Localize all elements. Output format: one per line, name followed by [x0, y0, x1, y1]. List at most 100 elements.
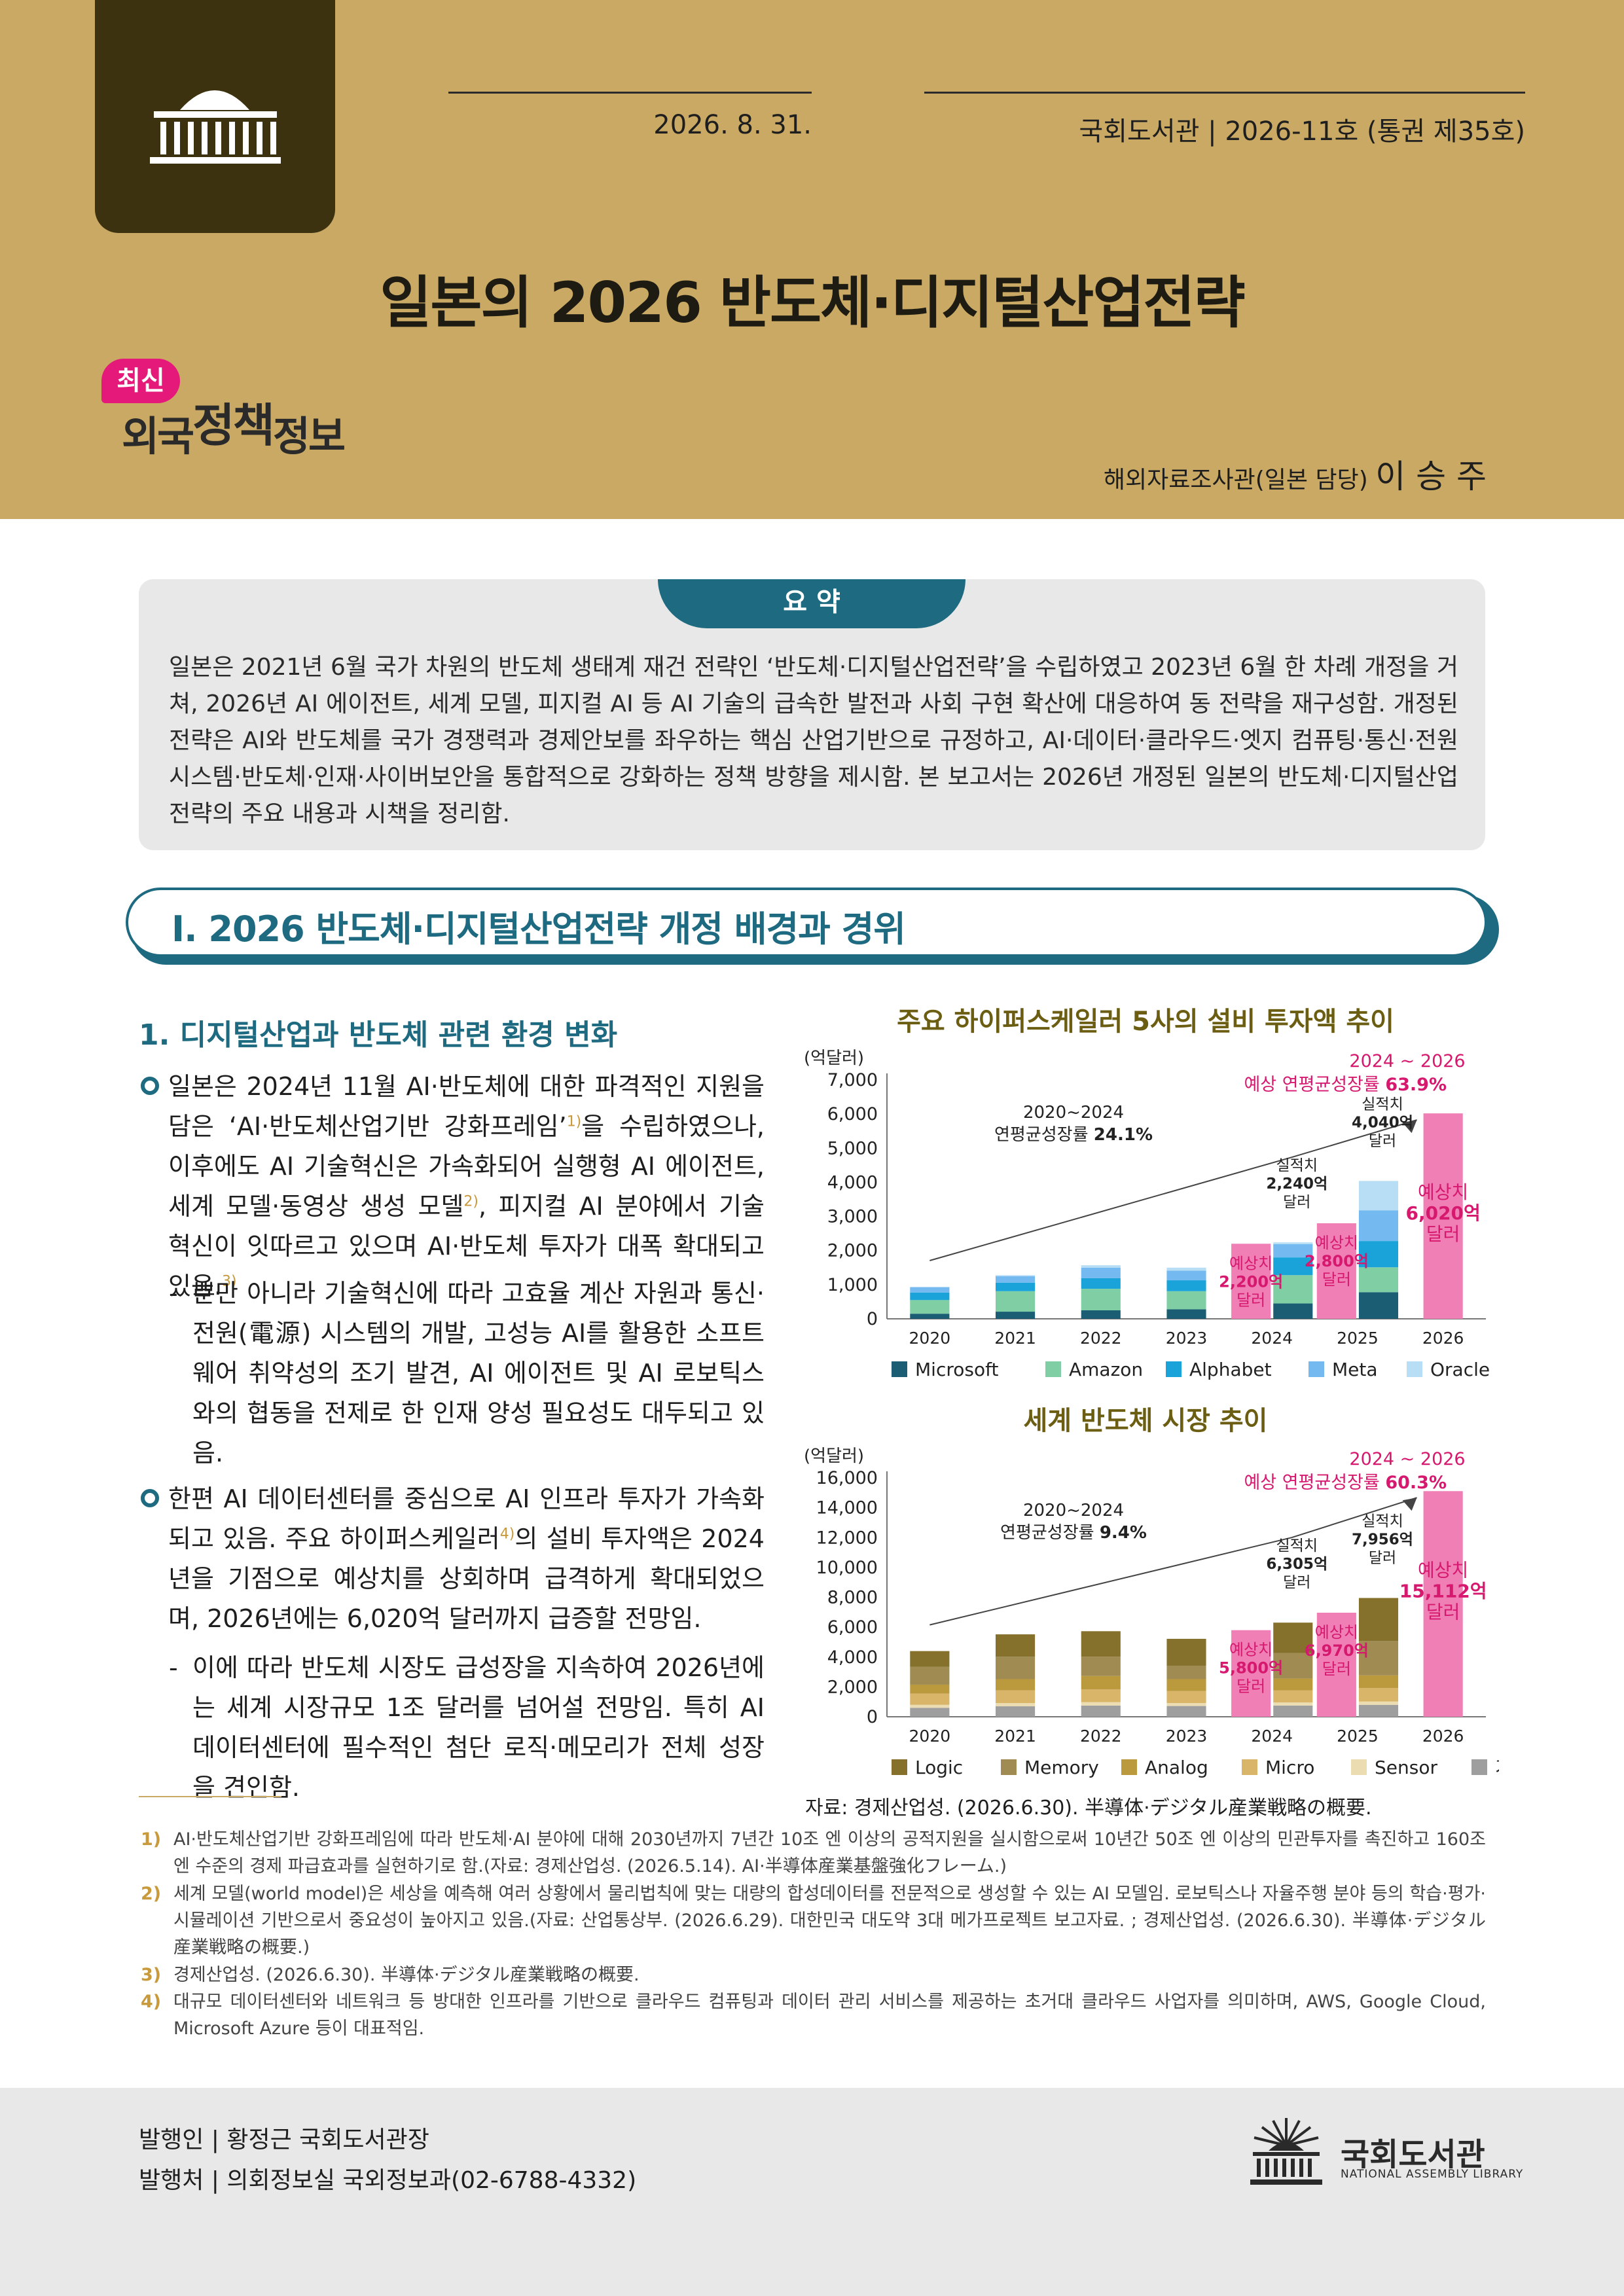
bar-segment	[1273, 1653, 1313, 1679]
x-tick-label: 2020	[909, 1727, 951, 1746]
bar-segment	[1166, 1679, 1206, 1691]
forecast-2024-value: 5,800억	[1219, 1659, 1283, 1677]
header-rule-right	[924, 92, 1525, 94]
footnote-ref-1: 1)	[566, 1113, 582, 1130]
footnote-ref-2: 2)	[463, 1193, 479, 1210]
bar-segment	[1081, 1267, 1121, 1278]
office-line: 발행처 | 의회정보실 국외정보과(02-6788-4332)	[139, 2167, 637, 2194]
dash-mark: -	[169, 1653, 178, 1682]
bar-segment	[910, 1693, 950, 1705]
x-tick-label: 2023	[1166, 1727, 1208, 1746]
legend-swatch	[1001, 1759, 1017, 1775]
bar-segment	[996, 1657, 1036, 1679]
actual-2024-unit: 달러	[1283, 1194, 1310, 1211]
x-tick-label: 2022	[1080, 1329, 1122, 1348]
trend-line-2024-2026	[1291, 1119, 1417, 1158]
forecast-2026-unit: 달러	[1426, 1601, 1460, 1623]
x-tick-label: 2022	[1080, 1727, 1122, 1746]
trend-line-2024-2026	[1291, 1497, 1417, 1539]
legend-swatch	[1045, 1361, 1061, 1377]
actual-2025-label: 실적치	[1362, 1513, 1403, 1530]
issue-number: 국회도서관 | 2026-11호 (통권 제35호)	[1079, 117, 1525, 147]
library-name: 국회도서관	[1341, 2136, 1485, 2173]
forecast-2025-value: 2,800억	[1305, 1252, 1369, 1270]
bar-segment	[910, 1666, 950, 1685]
legend-swatch	[1351, 1759, 1367, 1775]
forecast-2026-value: 6,020억	[1405, 1202, 1480, 1224]
bar-segment	[996, 1282, 1036, 1291]
legend-label: Meta	[1332, 1359, 1378, 1380]
legend-swatch	[1407, 1361, 1422, 1377]
dash-mark: -	[169, 1279, 178, 1308]
bullet-paragraph-1: 일본은 2024년 11월 AI·반도체에 대한 파격적인 지원을 담은 ‘AI…	[141, 1067, 765, 1306]
dash1-text: 뿐만 아니라 기술혁신에 따라 고효율 계산 자원과 통신·전원(電源) 시스템…	[192, 1279, 765, 1467]
bar-segment	[1081, 1278, 1121, 1289]
bar-segment	[1358, 1292, 1399, 1319]
bar-segment	[1358, 1598, 1399, 1641]
actual-2025-value: 4,040억	[1352, 1114, 1413, 1131]
x-tick-label: 2024	[1251, 1329, 1293, 1348]
bar-segment	[1358, 1688, 1399, 1702]
legend-swatch	[1166, 1361, 1182, 1377]
y-tick-label: 2,000	[827, 1677, 878, 1697]
y-tick-label: 12,000	[816, 1528, 878, 1548]
y-tick-label: 6,000	[827, 1617, 878, 1638]
legend-label: Logic	[915, 1757, 963, 1778]
y-tick-label: 8,000	[827, 1588, 878, 1608]
bar-segment	[1358, 1210, 1399, 1242]
footnote-text: 경제산업성. (2026.6.30). 半導体·デジタル産業戦略の概要.	[173, 1965, 640, 1985]
bar-segment	[1273, 1244, 1313, 1258]
y-tick-label: 16,000	[816, 1468, 878, 1488]
y-tick-label: 10,000	[816, 1558, 878, 1578]
legend-label: Alphabet	[1189, 1359, 1272, 1380]
bar-segment	[1358, 1267, 1399, 1293]
legend-label: Sensor	[1375, 1757, 1437, 1778]
bar-segment	[1273, 1705, 1313, 1717]
forecast-bar	[1231, 1630, 1271, 1717]
library-logo-icon	[1250, 2118, 1322, 2185]
y-tick-label: 14,000	[816, 1498, 878, 1518]
bar-segment	[1358, 1241, 1399, 1268]
forecast-2026-label: 예상치	[1418, 1559, 1468, 1581]
trend-line-2020-2024	[929, 1537, 1292, 1626]
series-part-c: 정보	[272, 412, 346, 460]
legend-label: Microsoft	[915, 1359, 998, 1380]
cagr-2024-2026-range: 2024 ~ 2026	[1349, 1449, 1465, 1469]
bar-segment	[996, 1276, 1036, 1283]
y-tick-label: 4,000	[827, 1647, 878, 1668]
y-tick-label: 7,000	[827, 1070, 878, 1090]
footnote-text: AI·반도체산업기반 강화프레임에 따라 반도체·AI 분야에 대해 2030년…	[173, 1829, 1486, 1876]
legend-swatch	[1471, 1759, 1487, 1775]
series-name: 외국정책정보	[122, 398, 346, 464]
forecast-2026-label: 예상치	[1418, 1181, 1468, 1203]
x-tick-label: 2021	[994, 1727, 1036, 1746]
legend-swatch	[892, 1759, 907, 1775]
forecast-2025-unit: 달러	[1322, 1270, 1351, 1289]
bar-segment	[996, 1679, 1036, 1691]
forecast-2024-unit: 달러	[1236, 1677, 1265, 1696]
actual-2024-value: 6,305억	[1266, 1556, 1327, 1573]
section-title: Ⅰ. 2026 반도체·디지털산업전략 개정 배경과 경위	[171, 908, 906, 950]
library-name-english: NATIONAL ASSEMBLY LIBRARY	[1341, 2168, 1524, 2181]
bullet-ring-icon	[141, 1077, 159, 1095]
forecast-2025-label: 예상치	[1315, 1234, 1358, 1252]
bullet2-text-b: 의 설비 투자액은 2024년을 기점으로 예상치를 상회하며 급격하게 확대되…	[168, 1524, 765, 1633]
x-tick-label: 2024	[1251, 1727, 1293, 1746]
summary-label: 요 약	[658, 579, 965, 628]
issue-date: 2026. 8. 31.	[653, 110, 812, 140]
bar-segment	[996, 1706, 1036, 1717]
bar-segment	[1081, 1689, 1121, 1702]
bar-segment	[910, 1684, 950, 1694]
footer-band	[0, 2088, 1624, 2296]
legend-label: Amazon	[1069, 1359, 1143, 1380]
section-banner	[126, 888, 1487, 957]
forecast-bar	[1231, 1244, 1271, 1319]
legend-label: Oracle	[1430, 1359, 1490, 1380]
forecast-2026-value: 15,112억	[1399, 1580, 1487, 1602]
author-role: 해외자료조사관(일본 담당)	[1103, 467, 1368, 493]
dash-paragraph-2: - 이에 따라 반도체 시장도 급성장을 지속하여 2026년에는 세계 시장규모…	[169, 1648, 765, 1808]
x-tick-label: 2026	[1422, 1727, 1464, 1746]
y-tick-label: 2,000	[827, 1241, 878, 1261]
bar-segment	[996, 1291, 1036, 1312]
bullet1-text-a: 일본은 2024년 11월 AI·반도체에 대한 파격적인 지원을 담은 ‘AI…	[168, 1072, 765, 1141]
